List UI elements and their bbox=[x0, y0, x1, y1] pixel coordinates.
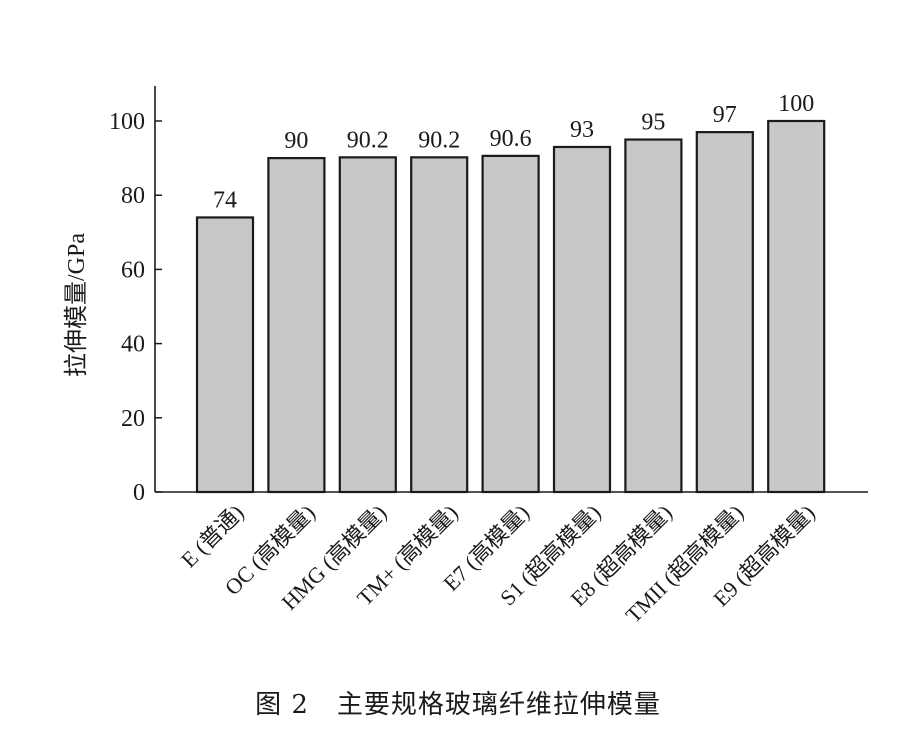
y-axis: 0 20 40 60 80 100 bbox=[109, 86, 162, 506]
bar-value-label: 90.2 bbox=[347, 127, 389, 153]
bar bbox=[410, 156, 469, 494]
figure-number: 图 2 bbox=[255, 690, 309, 720]
bar bbox=[624, 138, 683, 494]
bar-chart: 0 20 40 60 80 100 74 90 90.2 90.2 90.6 93 95 97 100 E… bbox=[63, 86, 868, 628]
figure-caption: 图 2 主要规格玻璃纤维拉伸模量 bbox=[0, 684, 916, 721]
bar-value-label: 90.2 bbox=[418, 127, 460, 153]
y-tick-label: 60 bbox=[121, 257, 145, 283]
x-axis: E (普通)OC (高模量)HMG (高模量)TM+ (高模量)E7 (高模量)… bbox=[155, 491, 868, 628]
bar bbox=[481, 154, 540, 494]
bar-value-label: 90 bbox=[284, 128, 308, 154]
x-tick-label: E (普通) bbox=[176, 500, 249, 573]
y-tick-label: 80 bbox=[121, 183, 145, 209]
bar-value-label: 100 bbox=[778, 91, 814, 117]
bar bbox=[695, 131, 754, 494]
y-tick-label: 100 bbox=[109, 109, 145, 135]
bar-value-label: 74 bbox=[213, 187, 237, 213]
figure-title: 主要规格玻璃纤维拉伸模量 bbox=[336, 690, 661, 720]
bar bbox=[195, 216, 255, 494]
bar bbox=[552, 145, 612, 494]
y-tick-label: 20 bbox=[121, 406, 145, 432]
value-labels: 74 90 90.2 90.2 90.6 93 95 97 100 bbox=[213, 91, 814, 213]
y-tick-label: 0 bbox=[133, 480, 145, 506]
bar bbox=[767, 119, 826, 494]
bar-value-label: 95 bbox=[641, 110, 665, 136]
y-axis-title: 拉伸模量/GPa bbox=[63, 233, 90, 377]
bars bbox=[195, 119, 826, 494]
bar-value-label: 90.6 bbox=[490, 126, 532, 152]
bar bbox=[338, 156, 397, 494]
bar-value-label: 97 bbox=[713, 102, 737, 128]
bar-value-label: 93 bbox=[570, 117, 594, 143]
y-tick-label: 40 bbox=[121, 332, 145, 358]
bar bbox=[267, 157, 326, 494]
